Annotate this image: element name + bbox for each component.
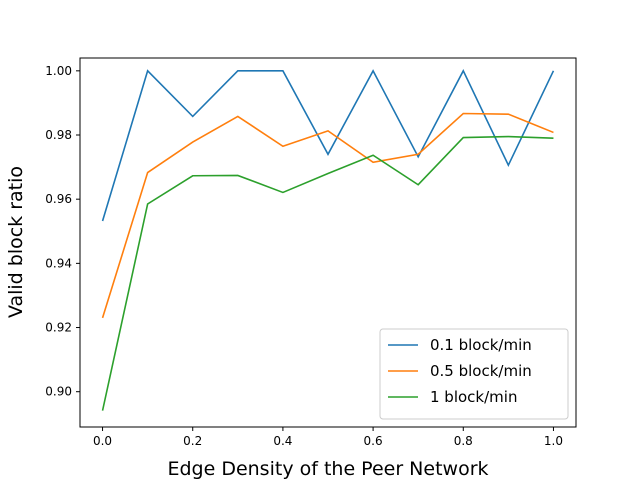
y-tick-label: 0.94 bbox=[45, 256, 72, 270]
series-line-2 bbox=[101, 112, 554, 319]
series-line-1 bbox=[101, 69, 555, 222]
x-axis: 0.0 0.2 0.4 0.6 0.8 1.0 bbox=[93, 427, 563, 448]
y-axis-title: Valid block ratio bbox=[5, 166, 27, 318]
y-tick-label: 0.92 bbox=[45, 321, 72, 335]
x-tick-label: 0.0 bbox=[93, 434, 112, 448]
y-axis: 0.90 0.92 0.94 0.96 0.98 1.00 bbox=[45, 64, 80, 399]
x-tick-label: 0.2 bbox=[183, 434, 202, 448]
legend-label: 0.1 block/min bbox=[430, 336, 532, 354]
x-tick-label: 0.6 bbox=[364, 434, 383, 448]
y-tick-label: 0.90 bbox=[45, 385, 72, 399]
plot-area bbox=[101, 69, 555, 411]
y-tick-label: 1.00 bbox=[45, 64, 72, 78]
x-tick-label: 0.8 bbox=[454, 434, 473, 448]
series-line-3 bbox=[101, 135, 554, 411]
legend-box bbox=[379, 328, 569, 420]
x-axis-title: Edge Density of the Peer Network bbox=[167, 458, 488, 480]
legend-label: 1 block/min bbox=[430, 388, 517, 406]
y-tick-label: 0.98 bbox=[45, 128, 72, 142]
axes-frame bbox=[79, 57, 577, 428]
legend: 0.1 block/min 0.5 block/min 1 block/min bbox=[379, 328, 569, 420]
y-tick-label: 0.96 bbox=[45, 192, 72, 206]
x-tick-label: 1.0 bbox=[544, 434, 563, 448]
legend-label: 0.5 block/min bbox=[430, 362, 532, 380]
x-tick-label: 0.4 bbox=[273, 434, 292, 448]
